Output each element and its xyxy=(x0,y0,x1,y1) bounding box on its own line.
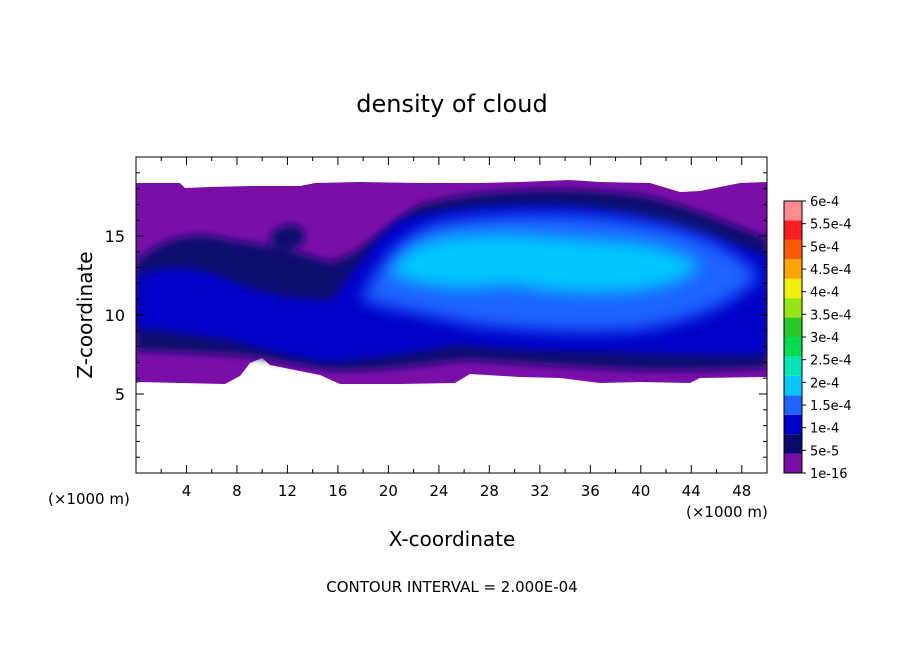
y-axis-label: Z-coordinate xyxy=(73,251,97,378)
x-tick-label: 44 xyxy=(682,482,701,500)
colorbar-swatch xyxy=(784,201,802,221)
colorbar-label: 2e-4 xyxy=(810,376,839,391)
colorbar-label: 1.5e-4 xyxy=(810,399,852,414)
x-tick-label: 28 xyxy=(480,482,499,500)
colorbar-swatch xyxy=(784,337,802,357)
colorbar-swatch xyxy=(784,414,802,435)
colorbar-swatch xyxy=(784,259,802,279)
colorbar-label: 3.5e-4 xyxy=(810,308,852,323)
x-tick-label: 36 xyxy=(581,482,600,500)
colorbar-label: 5.5e-4 xyxy=(810,218,852,233)
colorbar-label: 1e-16 xyxy=(810,467,848,482)
x-tick-label: 12 xyxy=(278,482,297,500)
colorbar-swatch xyxy=(784,220,802,240)
y-tick-label: 15 xyxy=(105,227,125,246)
cloud-field xyxy=(136,180,767,384)
x-tick-label: 20 xyxy=(379,482,398,500)
colorbar-swatch xyxy=(784,395,802,415)
x-unit-label-left: (×1000 m) xyxy=(48,490,130,508)
x-axis-label: X-coordinate xyxy=(389,527,516,551)
chart-title: density of cloud xyxy=(356,90,547,118)
x-unit-label-right: (×1000 m) xyxy=(686,503,768,521)
x-tick-label: 16 xyxy=(328,482,347,500)
colorbar-swatch xyxy=(784,278,802,299)
colorbar-label: 3e-4 xyxy=(810,331,839,346)
colorbar-swatch xyxy=(784,317,802,337)
colorbar-swatch xyxy=(784,356,802,376)
colorbar-swatch xyxy=(784,434,802,454)
colorbar-swatch xyxy=(784,453,802,473)
colorbar: 1e-16 5e-5 1e-4 1.5e-4 2e-4 2.5e-4 3e-4 3.5e-4 4… xyxy=(783,195,852,482)
x-tick-label: 8 xyxy=(232,482,242,500)
colorbar-label: 4.5e-4 xyxy=(810,263,852,278)
cloud-layer-core xyxy=(390,234,700,293)
colorbar-label: 6e-4 xyxy=(810,195,839,210)
colorbar-label: 5e-5 xyxy=(810,444,839,459)
x-tick-label: 4 xyxy=(182,482,192,500)
x-tick-label: 32 xyxy=(530,482,549,500)
colorbar-label: 4e-4 xyxy=(810,286,839,301)
x-tick-label: 24 xyxy=(429,482,448,500)
x-tick-label: 40 xyxy=(631,482,650,500)
y-tick-label: 5 xyxy=(115,385,125,404)
y-tick-label: 10 xyxy=(105,306,125,325)
colorbar-label: 2.5e-4 xyxy=(810,354,852,369)
colorbar-label: 1e-4 xyxy=(810,422,839,437)
colorbar-label: 5e-4 xyxy=(810,240,839,255)
colorbar-swatch xyxy=(784,298,802,318)
y-ticks: 5 10 15 xyxy=(105,156,767,474)
colorbar-swatch xyxy=(784,375,802,396)
contour-interval-note: CONTOUR INTERVAL = 2.000E-04 xyxy=(326,578,577,596)
colorbar-swatch xyxy=(784,239,802,260)
x-tick-label: 48 xyxy=(732,482,751,500)
x-ticks: 4 8 12 16 20 24 28 32 36 40 44 48 xyxy=(135,157,768,500)
